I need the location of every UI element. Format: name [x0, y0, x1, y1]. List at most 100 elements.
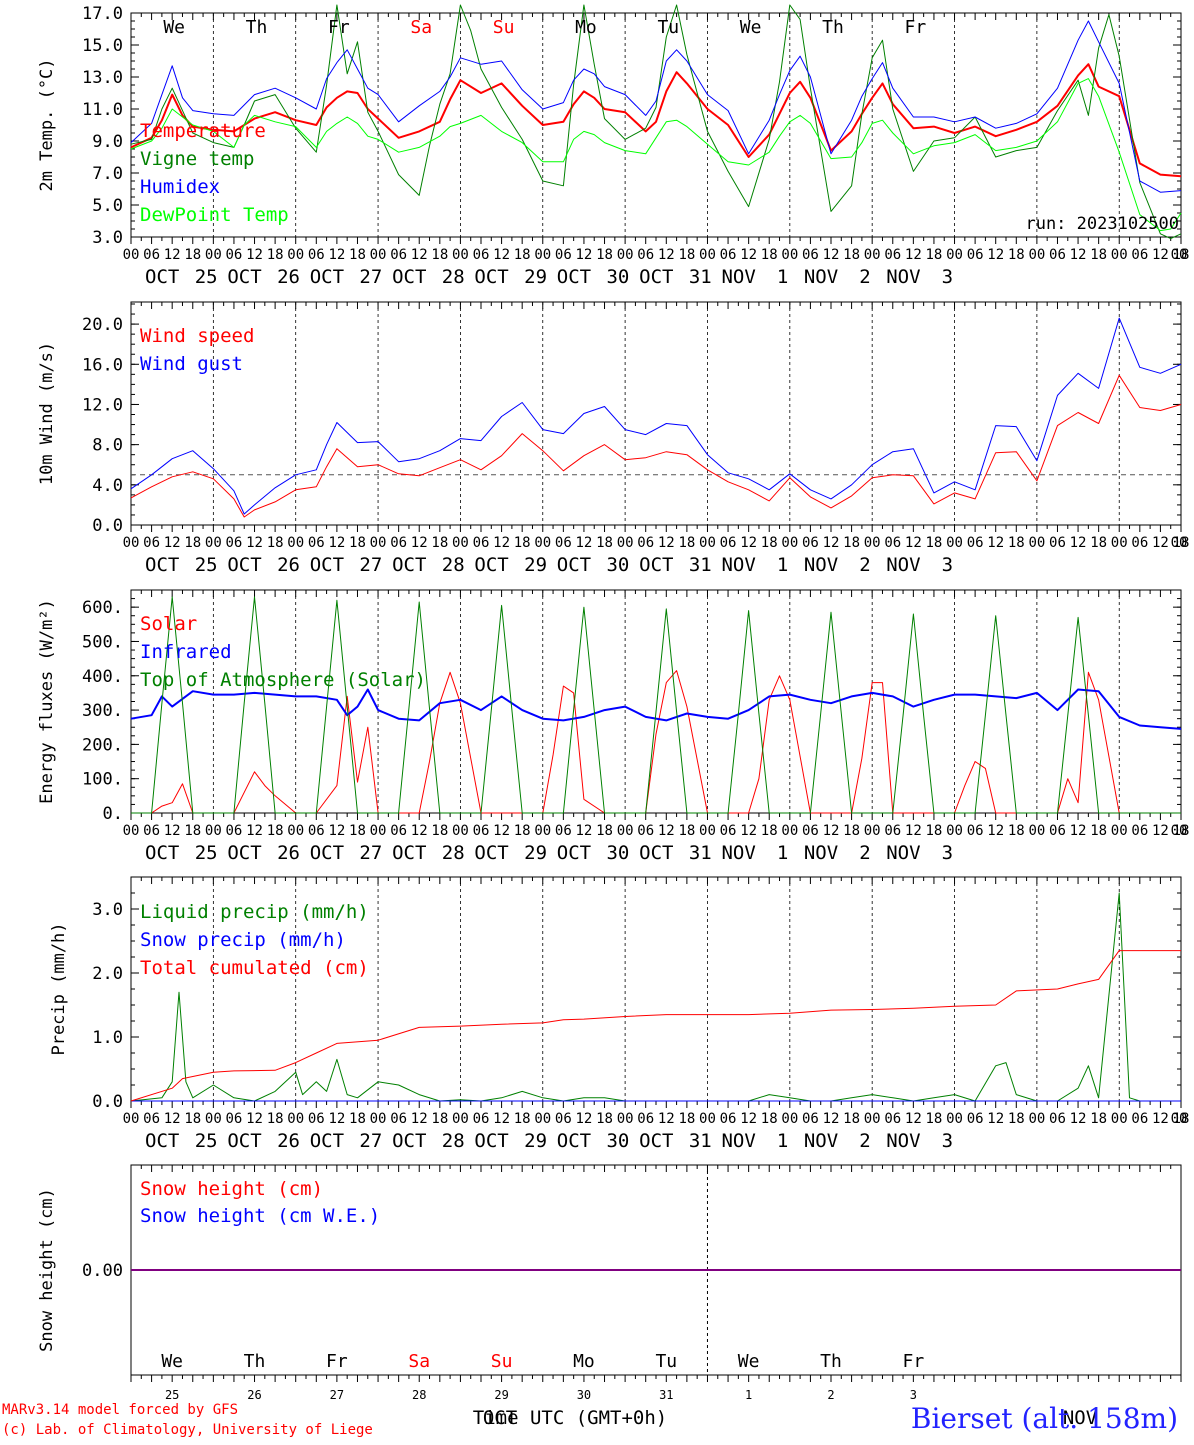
- x-hour-label: 06: [720, 1111, 737, 1127]
- legend-entry: Snow precip (mm/h): [140, 929, 346, 951]
- x-hour-label: 06: [884, 247, 901, 263]
- weekday-label: Sa: [410, 17, 432, 38]
- x-date-label: OCT: [310, 266, 344, 288]
- x-hour-label: 12: [740, 535, 757, 551]
- x-hour-label: 12: [246, 247, 263, 263]
- x-hour-label: 06: [720, 823, 737, 839]
- x-hour-label: 00: [946, 535, 963, 551]
- x-date-label: OCT: [145, 842, 179, 864]
- x-hour-label-last: 00: [1171, 535, 1188, 551]
- x-hour-label: 00: [1111, 1111, 1128, 1127]
- x-hour-label: 18: [926, 247, 943, 263]
- x-hour-label: 12: [164, 535, 181, 551]
- x-date-label: 31: [689, 1130, 712, 1152]
- x-hour-label: 18: [843, 1111, 860, 1127]
- series-line-wind-gust: [130, 317, 1182, 515]
- x-hour-label: 00: [864, 823, 881, 839]
- x-date-label: OCT: [227, 554, 261, 576]
- x-date-label: 27: [359, 1130, 382, 1152]
- x-hour-label: 00: [781, 823, 798, 839]
- x-hour-label: 18: [1008, 247, 1025, 263]
- x-hour-label: 06: [390, 247, 407, 263]
- x-hour-label: 06: [473, 823, 490, 839]
- x-hour-label: 06: [390, 535, 407, 551]
- x-hour-label: 00: [123, 1111, 140, 1127]
- weekday-label-bottom: Tu: [655, 1351, 677, 1372]
- x-date-label: OCT: [310, 1130, 344, 1152]
- x-hour-label: 06: [390, 1111, 407, 1127]
- x-hour-label: 06: [1131, 1111, 1148, 1127]
- x-hour-label: 18: [1008, 823, 1025, 839]
- y-tick-label: 1.0: [92, 1028, 123, 1048]
- x-date-label: OCT: [557, 266, 591, 288]
- y-tick-label: 400.: [82, 667, 123, 687]
- y-tick-label: 7.0: [92, 164, 123, 184]
- x-hour-label: 06: [1131, 535, 1148, 551]
- x-hour-label: 18: [431, 247, 448, 263]
- x-date-label: OCT: [227, 266, 261, 288]
- x-date-label: 28: [442, 1130, 465, 1152]
- x-hour-label: 12: [1152, 247, 1169, 263]
- x-hour-label: 18: [926, 535, 943, 551]
- x-date-label: OCT: [639, 842, 673, 864]
- x-hour-label: 00: [452, 247, 469, 263]
- x-hour-label: 06: [390, 823, 407, 839]
- legend-entry: Solar: [140, 613, 197, 635]
- x-hour-label: 00: [864, 1111, 881, 1127]
- x-hour-label-last: 00: [1171, 247, 1188, 263]
- y-axis-label: Snow height (cm): [37, 1188, 57, 1352]
- x-hour-label: 12: [411, 535, 428, 551]
- x-hour-label: 12: [823, 823, 840, 839]
- x-date-label: 1: [777, 554, 788, 576]
- x-date-label: NOV: [886, 266, 920, 288]
- y-tick-label: 17.0: [82, 4, 123, 24]
- series-line-infrared: [130, 688, 1182, 730]
- x-date-label: NOV: [886, 554, 920, 576]
- x-hour-label: 12: [905, 247, 922, 263]
- x-date-label: NOV: [721, 842, 755, 864]
- x-date-label: NOV: [721, 266, 755, 288]
- x-hour-label: 00: [946, 823, 963, 839]
- x-hour-label: 00: [452, 1111, 469, 1127]
- x-date-label: OCT: [145, 266, 179, 288]
- x-hour-label: 06: [802, 535, 819, 551]
- x-hour-label: 18: [1090, 247, 1107, 263]
- x-hour-label: 12: [987, 247, 1004, 263]
- x-hour-label: 12: [164, 1111, 181, 1127]
- x-date-label: 1: [777, 1130, 788, 1152]
- x-date-label: NOV: [886, 842, 920, 864]
- x-date-label: 2: [859, 266, 870, 288]
- x-hour-label: 06: [143, 535, 160, 551]
- legend-entry: Top of Atmosphere (Solar): [140, 669, 426, 691]
- x-hour-label: 12: [658, 823, 675, 839]
- x-date-label: NOV: [804, 1130, 838, 1152]
- x-hour-label: 06: [226, 823, 243, 839]
- x-hour-label: 00: [1111, 535, 1128, 551]
- x-hour-label: 00: [123, 535, 140, 551]
- panel-4: 0.0 1.0 2.0 3.0 Precip (mm/h) Liquid precip (…: [49, 876, 1189, 1152]
- x-hour-label: 12: [740, 823, 757, 839]
- y-tick-label: 600.: [82, 598, 123, 618]
- x-hour-label: 00: [534, 247, 551, 263]
- x-hour-label: 06: [884, 823, 901, 839]
- footer-day-number: 1: [745, 1388, 752, 1402]
- x-hour-label: 18: [431, 823, 448, 839]
- x-date-label: NOV: [804, 554, 838, 576]
- x-hour-label: 18: [267, 823, 284, 839]
- x-hour-label: 06: [473, 1111, 490, 1127]
- legend-entry: Temperature: [140, 120, 266, 142]
- x-hour-label: 12: [740, 1111, 757, 1127]
- x-date-label: 30: [606, 554, 629, 576]
- x-hour-label: 06: [967, 1111, 984, 1127]
- y-tick-label: 8.0: [92, 436, 123, 456]
- x-date-label: 26: [277, 1130, 300, 1152]
- x-hour-label: 18: [1173, 823, 1190, 839]
- x-hour-label: 12: [740, 247, 757, 263]
- series-line-wind-speed: [130, 374, 1182, 518]
- legend-entry: Snow height (cm): [140, 1178, 323, 1200]
- y-tick-label: 16.0: [82, 355, 123, 375]
- x-hour-label: 18: [431, 1111, 448, 1127]
- x-hour-label: 18: [678, 823, 695, 839]
- x-hour-label: 12: [411, 1111, 428, 1127]
- x-hour-label: 18: [761, 247, 778, 263]
